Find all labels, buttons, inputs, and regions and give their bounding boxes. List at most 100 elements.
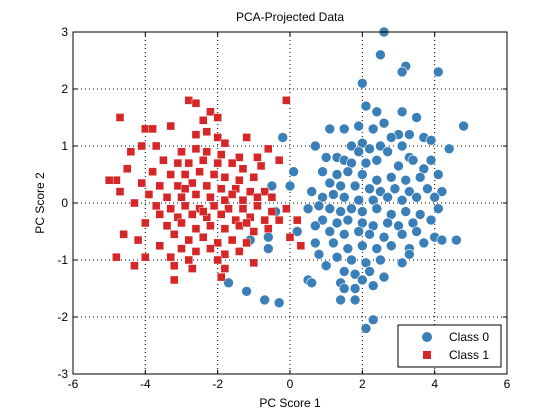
class-0-point: [393, 160, 404, 172]
class-0-point: [313, 200, 325, 212]
class-1-point: [123, 164, 132, 174]
class-1-point: [242, 238, 251, 248]
class-1-point: [238, 204, 248, 213]
class-0-point: [378, 117, 390, 129]
class-1-point: [235, 153, 244, 162]
class-1-point: [188, 178, 197, 188]
class-1-point: [188, 264, 197, 273]
class-1-point: [112, 175, 121, 185]
class-0-point: [425, 214, 437, 226]
class-1-point: [104, 175, 114, 185]
class-1-point: [253, 201, 262, 211]
class-0-point: [241, 286, 252, 297]
class-1-point: [191, 144, 201, 154]
class-0-point: [360, 323, 372, 334]
class-0-point: [357, 206, 368, 217]
class-1-point: [220, 224, 230, 233]
class-0-point: [367, 123, 379, 135]
class-0-point: [411, 192, 422, 203]
class-0-point: [349, 294, 361, 306]
class-1-point: [130, 261, 139, 270]
class-1-point: [274, 215, 284, 225]
class-0-point: [338, 266, 350, 277]
class-0-point: [371, 154, 383, 166]
class-1-point: [155, 210, 165, 219]
class-0-point: [346, 254, 357, 266]
class-0-point: [317, 166, 328, 177]
class-0-point: [291, 226, 303, 237]
class-0-point: [223, 277, 234, 289]
legend-label: Class 0: [449, 330, 489, 344]
class-1-point: [166, 170, 175, 179]
series-1-points: [104, 96, 306, 285]
class-1-point: [213, 255, 222, 265]
class-1-point: [198, 116, 208, 125]
class-1-point: [242, 218, 251, 228]
class-1-point: [137, 178, 146, 188]
y-tick-label: 0: [61, 196, 68, 210]
class-0-point: [396, 229, 408, 240]
class-1-point: [220, 195, 230, 205]
class-0-point: [324, 226, 336, 237]
class-1-point: [151, 201, 161, 211]
class-1-point: [144, 190, 154, 199]
class-0-point: [346, 203, 357, 214]
class-0-point: [310, 220, 321, 232]
class-0-point: [310, 140, 321, 152]
class-1-point: [170, 275, 179, 285]
class-0-point: [443, 143, 455, 155]
class-0-point: [346, 140, 357, 152]
class-0-point: [371, 203, 383, 214]
class-1-point: [141, 252, 150, 262]
class-0-point: [411, 112, 422, 123]
class-0-point: [338, 283, 350, 294]
class-0-point: [262, 243, 274, 254]
class-0-point: [375, 254, 386, 266]
class-0-point: [324, 123, 336, 135]
class-0-point: [357, 240, 368, 252]
class-1-point: [253, 193, 262, 202]
class-0-point: [364, 143, 375, 155]
class-1-point: [119, 230, 128, 239]
class-0-point: [422, 183, 433, 195]
class-0-point: [364, 229, 375, 240]
class-0-point: [262, 231, 274, 243]
class-0-point: [331, 169, 343, 180]
class-1-point: [148, 124, 157, 134]
data-points: [104, 26, 469, 334]
x-tick-label: 4: [431, 377, 438, 391]
class-1-point: [133, 235, 143, 245]
class-0-point: [425, 154, 437, 166]
class-0-point: [302, 203, 314, 214]
class-1-point: [238, 195, 248, 205]
class-0-point: [404, 249, 415, 260]
y-tick-label: 2: [61, 82, 68, 96]
class-0-point: [382, 146, 393, 157]
class-0-point: [385, 240, 397, 252]
class-1-point: [264, 144, 273, 154]
class-0-point: [349, 268, 361, 280]
class-0-point: [382, 217, 393, 229]
class-0-point: [411, 226, 422, 237]
class-0-point: [357, 78, 368, 89]
class-1-point: [166, 252, 175, 262]
class-1-point: [141, 124, 150, 134]
class-1-point: [260, 187, 269, 196]
class-0-point: [313, 249, 325, 260]
class-0-point: [349, 180, 361, 192]
class-1-point: [224, 204, 233, 213]
class-1-point: [180, 201, 190, 211]
class-1-point: [126, 147, 136, 156]
class-0-point: [371, 106, 383, 118]
class-1-point: [148, 167, 157, 176]
class-0-point: [451, 234, 462, 246]
class-1-point: [282, 204, 291, 213]
class-1-point: [267, 207, 277, 216]
class-0-point: [360, 157, 372, 169]
y-tick-label: -1: [57, 253, 68, 267]
class-0-point: [385, 132, 397, 143]
class-0-point: [396, 66, 408, 78]
x-tick-label: -4: [140, 377, 151, 391]
class-1-point: [202, 147, 212, 156]
class-1-point: [235, 175, 244, 185]
